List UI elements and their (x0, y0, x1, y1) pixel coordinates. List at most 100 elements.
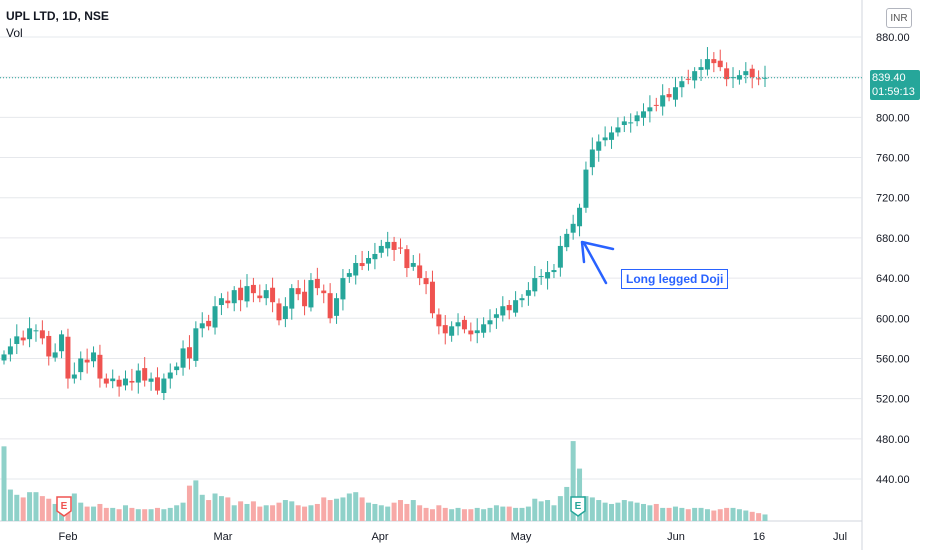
candle-body (736, 75, 742, 80)
earnings-marker[interactable]: E (56, 496, 72, 517)
symbol-title[interactable]: UPL LTD, 1D, NSE (6, 9, 109, 23)
candle-body (199, 323, 205, 329)
volume-bar (461, 509, 467, 521)
volume-bar (474, 507, 480, 521)
volume-bar (20, 497, 26, 521)
candle-body (596, 141, 602, 151)
candle (551, 264, 557, 279)
time-tick-label: Jul (833, 531, 847, 543)
candle-body (193, 328, 199, 361)
candle-body (717, 60, 723, 68)
time-axis[interactable]: Feb Mar Apr May Jun 16 Jul (59, 531, 848, 543)
candle-body (564, 233, 570, 248)
annotation-label[interactable]: Long legged Doji (621, 269, 729, 289)
volume-bar (487, 507, 493, 521)
candle (1, 350, 7, 365)
candle-body (7, 346, 13, 355)
candle (404, 245, 410, 278)
candle-body (314, 278, 320, 289)
volume-bar (295, 505, 301, 521)
candle-body (27, 328, 33, 340)
candle (327, 283, 333, 324)
candle (724, 62, 730, 87)
candle-body (302, 291, 308, 307)
candle (493, 308, 499, 329)
candle-body (525, 290, 531, 296)
candle (545, 261, 551, 290)
volume-bar (621, 500, 627, 521)
candle (14, 324, 20, 355)
volume-bar (84, 506, 90, 521)
volume-bar (736, 509, 742, 521)
candle (461, 315, 467, 334)
candle-body (538, 276, 544, 278)
currency-badge[interactable]: INR (886, 8, 912, 28)
candle (378, 239, 384, 258)
candle-body (270, 287, 276, 303)
candle-body (634, 115, 640, 122)
price-tick-label: 680.00 (876, 233, 910, 245)
earnings-marker[interactable]: E (570, 496, 586, 517)
candle-body (218, 298, 224, 306)
volume-bar (167, 507, 173, 521)
candle-body (397, 247, 403, 249)
candle-body (429, 281, 435, 314)
candle-body (545, 272, 551, 279)
candle (455, 313, 461, 336)
candle-body (282, 306, 288, 320)
candle-body (577, 207, 583, 227)
candle-body (385, 241, 391, 249)
volume-bar (436, 505, 442, 521)
bar-countdown: 01:59:13 (872, 85, 915, 98)
price-tick-label: 760.00 (876, 153, 910, 165)
volume-bar (385, 506, 391, 521)
candle-body (493, 314, 499, 318)
candle (142, 357, 148, 387)
candle-body (97, 354, 103, 379)
volume-bar (493, 505, 499, 521)
volume-bar (698, 507, 704, 521)
volume-bar (692, 507, 698, 521)
candle (27, 317, 33, 348)
candle (334, 293, 340, 324)
candle (704, 47, 710, 76)
candle (602, 126, 608, 147)
volume-bar (142, 509, 148, 521)
volume-bar (519, 507, 525, 521)
last-price-tag: 839.40 01:59:13 (870, 69, 920, 100)
candle-body (609, 132, 615, 140)
candle-body (129, 380, 135, 383)
price-tick-label: 800.00 (876, 112, 910, 124)
candle-body (481, 324, 487, 333)
volume-bar (628, 501, 634, 521)
volume-bar (359, 497, 365, 521)
volume-bar (199, 494, 205, 521)
candle-body (65, 336, 71, 379)
candle-body (391, 241, 397, 250)
candle-body (404, 249, 410, 269)
candle (596, 134, 602, 162)
volume-bar (404, 503, 410, 521)
arrow-head (580, 240, 615, 264)
volume-bar (33, 492, 39, 521)
candle (685, 69, 691, 85)
volume-bar (154, 507, 160, 521)
candle (282, 297, 288, 328)
candle-body (1, 354, 7, 361)
candle (615, 117, 621, 137)
candle-body (513, 300, 519, 313)
volume-bar (282, 500, 288, 521)
volume-bar (506, 506, 512, 521)
volume-bar (321, 497, 327, 521)
candle-body (142, 368, 148, 381)
price-axis[interactable]: 440.00 480.00 520.00 560.00 600.00 640.00 680.… (876, 32, 910, 486)
candle-body (730, 77, 736, 79)
candle (474, 318, 480, 344)
volume-bar (455, 507, 461, 521)
candle-body (679, 81, 685, 88)
candle-body (46, 335, 52, 357)
time-tick-label: Apr (371, 531, 388, 543)
volume-indicator-label[interactable]: Vol (6, 26, 23, 40)
